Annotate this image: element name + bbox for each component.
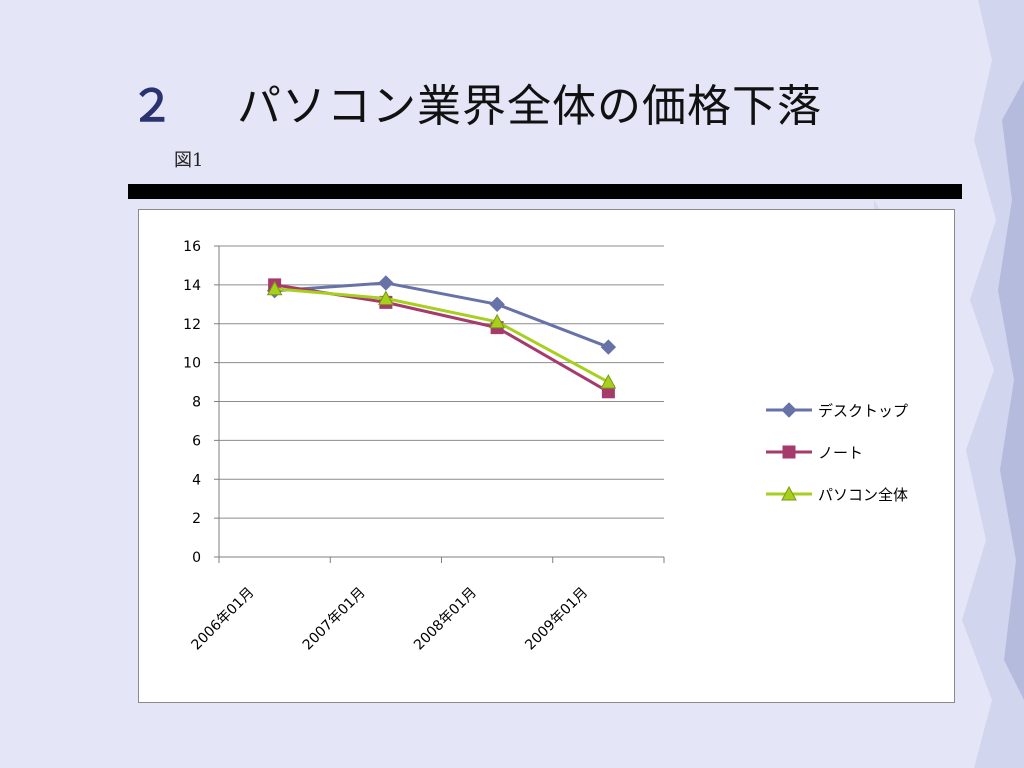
y-tick-label: 0	[192, 550, 201, 566]
data-point	[600, 339, 617, 355]
y-tick-label: 10	[183, 356, 201, 372]
legend-marker	[782, 445, 796, 459]
figure-label: 図1	[174, 150, 204, 171]
data-point	[378, 290, 394, 305]
data-point	[600, 374, 617, 389]
data-point	[378, 275, 394, 291]
y-tick-label: 4	[192, 472, 201, 488]
series-line-1	[274, 281, 609, 349]
chart-svg: 0 2 4 6 8 10 12 14 16 2006年01月 2007年01月 2008年01月 200…	[183, 239, 908, 654]
y-tick-label: 12	[183, 317, 201, 333]
series-line-3	[274, 287, 610, 384]
y-tick-label: 2	[192, 511, 201, 527]
title-divider	[128, 184, 962, 199]
x-tick-label: 2009年01月	[522, 585, 591, 654]
slide-title: ２ パソコン業界全体の価格下落	[130, 70, 822, 132]
data-point	[266, 280, 283, 296]
legend-marker	[781, 485, 797, 501]
y-tick-label: 6	[192, 433, 201, 449]
data-point	[489, 296, 505, 313]
legend-label: ノート	[818, 444, 863, 462]
x-tick-label: 2008年01月	[411, 585, 480, 654]
x-tick-label: 2006年01月	[189, 585, 258, 654]
legend-marker	[781, 402, 797, 418]
y-tick-label: 14	[183, 278, 201, 294]
x-tick-label: 2007年01月	[300, 585, 369, 654]
y-tick-label: 16	[183, 239, 201, 255]
legend-label: デスクトップ	[818, 402, 908, 420]
y-tick-label: 8	[192, 395, 201, 411]
data-point	[489, 313, 505, 329]
slide-title-text: パソコン業界全体の価格下落	[237, 81, 822, 132]
legend-label: パソコン全体	[818, 486, 908, 504]
series-line-2	[274, 283, 610, 394]
slide-number: ２	[130, 81, 175, 132]
line-chart: 0 2 4 6 8 10 12 14 16 2006年01月 2007年01月 2008年01月 200…	[138, 209, 955, 703]
